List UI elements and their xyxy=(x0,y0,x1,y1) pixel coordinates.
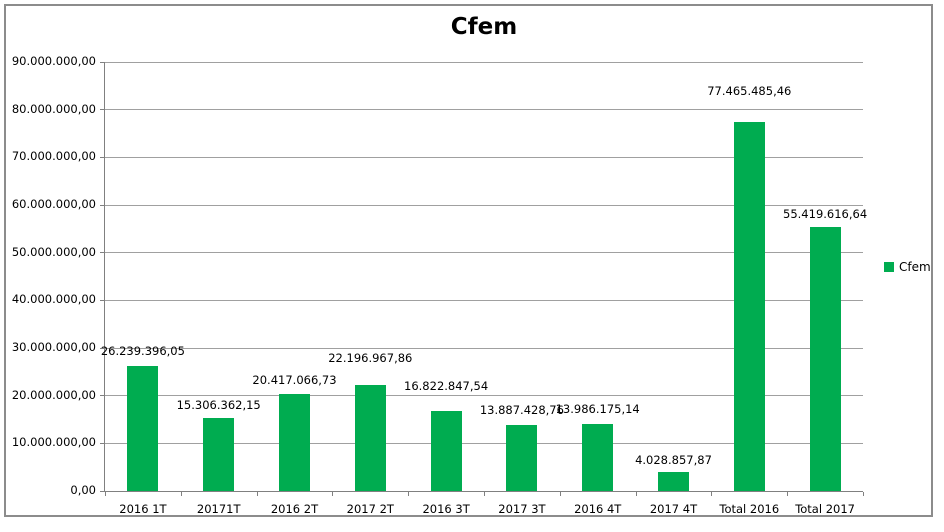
y-axis-tick-label: 60.000.000,00 xyxy=(11,197,96,211)
y-axis-tick xyxy=(100,109,105,111)
x-axis-tick xyxy=(863,492,864,496)
x-axis-category-label: Total 2016 xyxy=(719,502,780,516)
bar-data-label: 4.028.857,87 xyxy=(635,453,712,467)
y-axis-tick-label: 80.000.000,00 xyxy=(11,101,96,116)
bar xyxy=(582,424,614,491)
x-axis-tick xyxy=(181,492,182,496)
x-axis-tick xyxy=(105,492,106,496)
bar xyxy=(430,411,462,491)
y-axis-tick xyxy=(100,61,105,63)
bar xyxy=(733,122,765,491)
x-axis-category-label: 2016 4T xyxy=(574,502,622,516)
y-axis-tick xyxy=(100,395,105,397)
y-axis-tick xyxy=(100,204,105,206)
y-axis-tick-label: 90.000.000,00 xyxy=(11,54,96,68)
y-axis-line xyxy=(104,62,105,492)
bar xyxy=(127,366,159,491)
bar-data-label: 77.465.485,46 xyxy=(707,84,792,98)
y-axis-tick-label: 10.000.000,00 xyxy=(11,435,96,450)
x-axis-category-label: 2017 2T xyxy=(346,502,394,516)
y-gridline xyxy=(105,395,863,397)
x-axis-tick xyxy=(787,492,788,496)
x-axis-tick xyxy=(636,492,637,496)
bar-data-label: 13.986.175,14 xyxy=(555,402,640,416)
y-axis-tick-label: 40.000.000,00 xyxy=(11,292,96,307)
bar xyxy=(354,385,386,491)
y-axis-tick-label: 0,00 xyxy=(70,483,96,497)
y-axis-tick xyxy=(100,442,105,444)
x-axis-tick xyxy=(560,492,561,496)
x-axis-tick xyxy=(332,492,333,496)
x-axis-category-label: Total 2017 xyxy=(795,502,855,516)
y-axis-tick-label: 70.000.000,00 xyxy=(11,149,96,164)
x-axis-category-label: 2016 2T xyxy=(270,502,319,516)
bar-data-label: 26.239.396,05 xyxy=(100,344,185,358)
legend: Cfem xyxy=(884,260,931,274)
bar xyxy=(279,394,310,491)
bar-data-label: 15.306.362,15 xyxy=(176,398,261,412)
y-gridline xyxy=(105,252,863,254)
x-axis-line xyxy=(105,491,863,492)
bar-data-label: 22.196.967,86 xyxy=(328,351,413,365)
y-gridline xyxy=(105,204,863,206)
x-axis-category-label: 2016 3T xyxy=(422,502,470,516)
y-axis-tick xyxy=(100,299,105,301)
bar xyxy=(658,472,689,491)
y-gridline xyxy=(105,156,863,158)
legend-swatch-icon xyxy=(884,262,894,272)
y-axis-tick xyxy=(100,347,105,349)
bar xyxy=(809,227,841,491)
x-axis-tick xyxy=(484,492,485,496)
x-axis-category-label: 2017 4T xyxy=(649,502,698,516)
x-axis-category-label: 20171T xyxy=(196,502,241,516)
y-axis-tick xyxy=(100,156,105,158)
y-gridline xyxy=(105,347,863,349)
y-axis-tick-label: 30.000.000,00 xyxy=(11,340,96,354)
bar-data-label: 55.419.616,64 xyxy=(783,207,868,221)
x-axis-category-label: 2017 3T xyxy=(498,502,546,516)
bar xyxy=(203,418,235,491)
y-axis-tick xyxy=(100,490,105,492)
legend-label: Cfem xyxy=(899,260,931,274)
bar-data-label: 20.417.066,73 xyxy=(252,373,337,387)
y-axis-tick-label: 50.000.000,00 xyxy=(11,244,96,259)
y-axis-tick-label: 20.000.000,00 xyxy=(11,387,96,402)
y-gridline xyxy=(105,299,863,301)
bar-data-label: 13.887.428,76 xyxy=(479,403,564,417)
chart-title: Cfem xyxy=(450,14,518,40)
x-axis-category-label: 2016 1T xyxy=(119,502,167,516)
y-gridline xyxy=(105,109,863,111)
x-axis-tick xyxy=(408,492,409,496)
x-axis-tick xyxy=(257,492,258,496)
bar-data-label: 16.822.847,54 xyxy=(404,379,489,393)
y-gridline xyxy=(105,442,863,444)
bar xyxy=(506,425,538,491)
y-gridline xyxy=(105,61,863,63)
x-axis-tick xyxy=(711,492,712,496)
y-axis-tick xyxy=(100,252,105,254)
